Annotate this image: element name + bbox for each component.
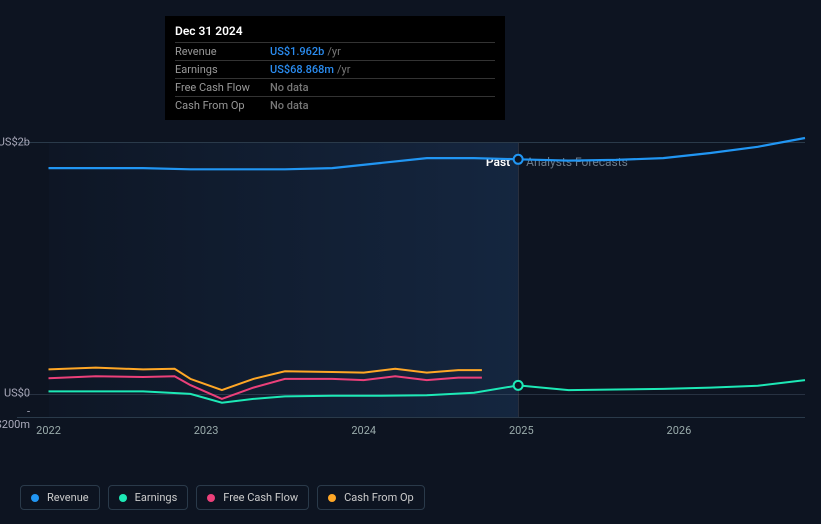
- y-tick-label: US$2b: [0, 136, 30, 149]
- tooltip-rows: RevenueUS$1.962b/yrEarningsUS$68.868m/yr…: [175, 42, 495, 114]
- tooltip-date: Dec 31 2024: [175, 24, 495, 42]
- legend-swatch: [207, 494, 215, 502]
- legend: Revenue Earnings Free Cash Flow Cash From O…: [20, 485, 425, 510]
- chart: Past Analysts Forecasts 2022 2023 2024 2025…: [17, 122, 805, 442]
- x-axis: 2022 2023 2024 2025 2026: [17, 424, 805, 444]
- series-marker: [514, 155, 523, 164]
- x-tick-label: 2025: [509, 424, 534, 437]
- y-tick-label: -US$200m: [0, 405, 30, 431]
- legend-item[interactable]: Free Cash Flow: [196, 485, 309, 510]
- tooltip: Dec 31 2024 RevenueUS$1.962b/yrEarningsU…: [165, 16, 505, 120]
- legend-swatch: [119, 494, 127, 502]
- y-tick-label: US$0: [4, 386, 30, 399]
- series-marker: [514, 381, 523, 390]
- legend-swatch: [31, 494, 39, 502]
- series-line: [49, 138, 806, 169]
- legend-label: Earnings: [135, 491, 178, 504]
- tooltip-row-label: Earnings: [175, 63, 270, 76]
- tooltip-row: EarningsUS$68.868m/yr: [175, 60, 495, 78]
- tooltip-row-value: No data: [270, 99, 309, 112]
- legend-item[interactable]: Cash From Op: [317, 485, 425, 510]
- tooltip-row: Cash From OpNo data: [175, 96, 495, 114]
- series-line: [49, 380, 806, 403]
- legend-item[interactable]: Earnings: [108, 485, 189, 510]
- tooltip-row-value: US$1.962b: [270, 45, 324, 58]
- x-tick-label: 2026: [667, 424, 692, 437]
- x-tick-label: 2022: [36, 424, 61, 437]
- legend-label: Free Cash Flow: [223, 491, 298, 504]
- tooltip-row-value: No data: [270, 81, 309, 94]
- plot-area[interactable]: Past Analysts Forecasts: [17, 142, 805, 418]
- tooltip-row-label: Revenue: [175, 45, 270, 58]
- x-tick-label: 2024: [351, 424, 376, 437]
- x-tick-label: 2023: [194, 424, 219, 437]
- tooltip-row-label: Free Cash Flow: [175, 81, 270, 94]
- tooltip-row-suffix: /yr: [327, 45, 340, 58]
- legend-item[interactable]: Revenue: [20, 485, 100, 510]
- tooltip-row: RevenueUS$1.962b/yr: [175, 42, 495, 60]
- legend-label: Cash From Op: [344, 491, 414, 504]
- tooltip-row-label: Cash From Op: [175, 99, 270, 112]
- tooltip-row-suffix: /yr: [337, 63, 350, 76]
- tooltip-row-value: US$68.868m: [270, 63, 334, 76]
- lines-svg: [17, 143, 805, 419]
- legend-swatch: [328, 494, 336, 502]
- legend-label: Revenue: [47, 491, 89, 504]
- tooltip-row: Free Cash FlowNo data: [175, 78, 495, 96]
